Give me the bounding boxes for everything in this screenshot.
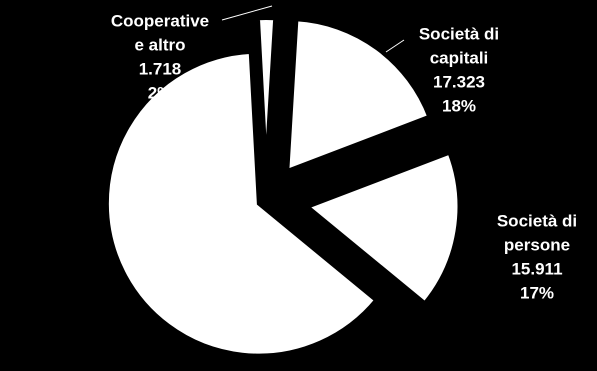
slice-label: 1.718 [139,59,182,78]
pie-slice [303,150,462,307]
slice-label: Cooperative [111,11,209,30]
slice-label: Società di [497,211,577,230]
slice-label: 18% [442,96,476,115]
slice-label: 17.323 [433,72,485,91]
slice-label: Società di [419,24,499,43]
slice-label: e altro [134,35,185,54]
slice-label: 2% [148,83,173,102]
pie-slice [285,17,432,174]
slice-label: capitali [430,48,489,67]
pie-slice [104,49,380,358]
leader-line [385,39,405,53]
slice-label: 15.911 [511,259,562,278]
leader-line [221,5,273,21]
slice-label: 17% [520,283,554,302]
slice-label: persone [504,235,570,254]
pie-slice [255,16,278,171]
